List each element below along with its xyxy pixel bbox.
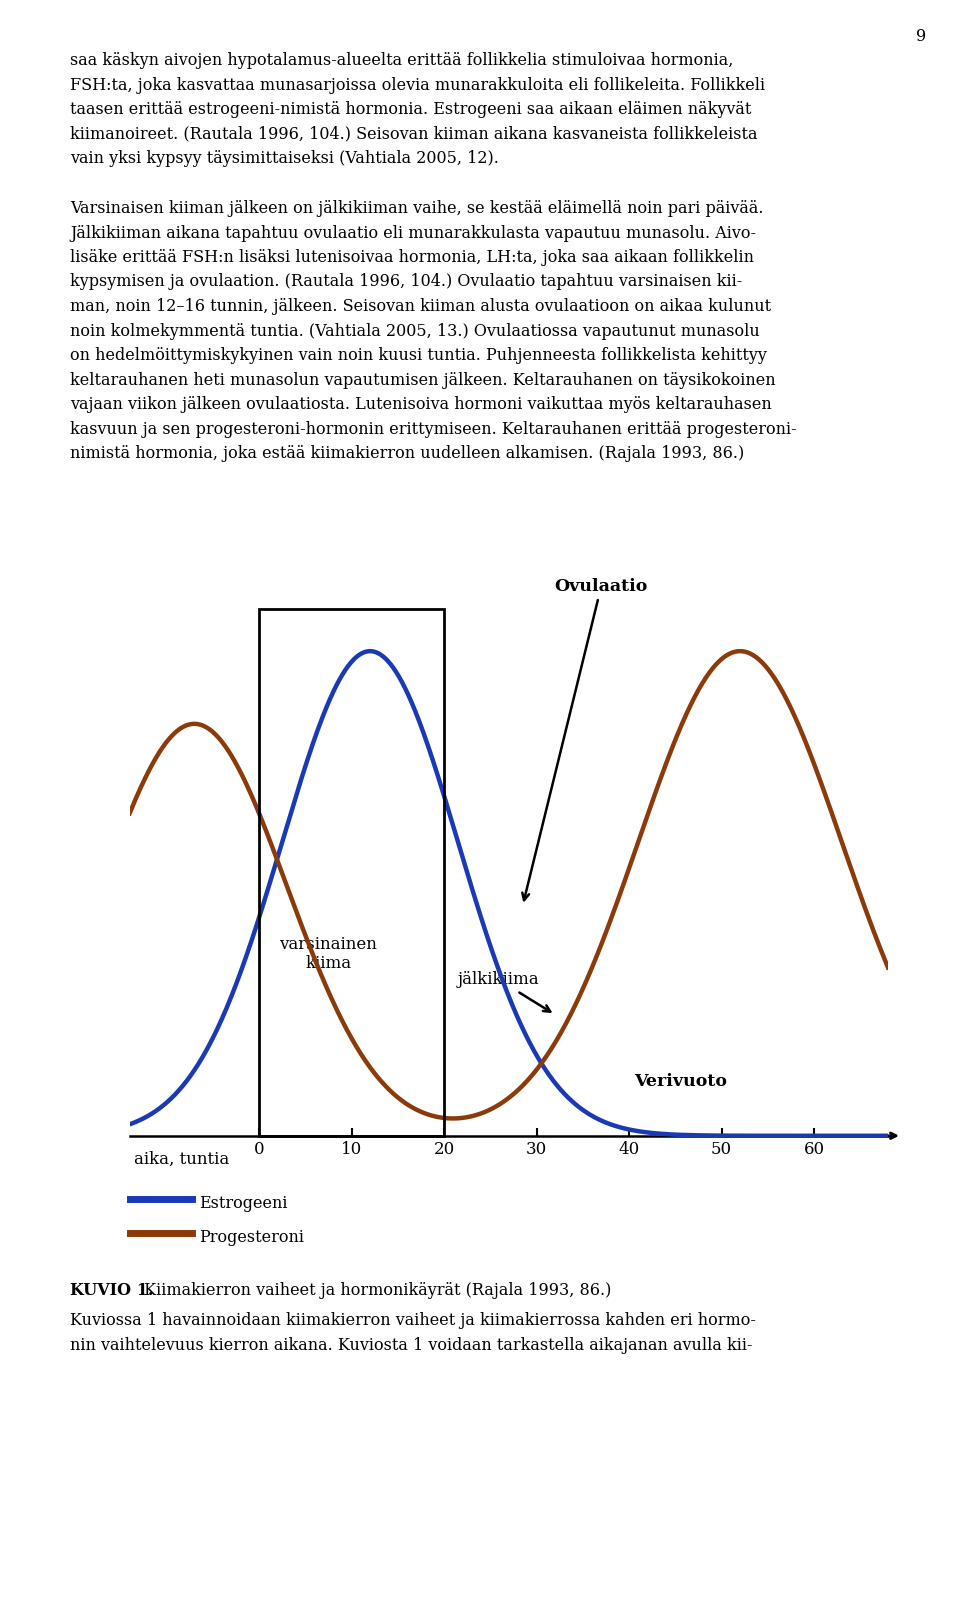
Text: Kuviossa 1 havainnoidaan kiimakierron vaiheet ja kiimakierrossa kahden eri hormo: Kuviossa 1 havainnoidaan kiimakierron va… — [70, 1311, 756, 1329]
Text: kypsymisen ja ovulaation. (Rautala 1996, 104.) Ovulaatio tapahtuu varsinaisen ki: kypsymisen ja ovulaation. (Rautala 1996,… — [70, 273, 742, 291]
Text: taasen erittää estrogeeni-nimistä hormonia. Estrogeeni saa aikaan eläimen näkyvä: taasen erittää estrogeeni-nimistä hormon… — [70, 100, 752, 118]
Text: varsinainen
kiima: varsinainen kiima — [279, 936, 377, 972]
Text: vain yksi kypsyy täysimittaiseksi (Vahtiala 2005, 12).: vain yksi kypsyy täysimittaiseksi (Vahti… — [70, 150, 499, 167]
Text: kiimanoireet. (Rautala 1996, 104.) Seisovan kiiman aikana kasvaneista follikkele: kiimanoireet. (Rautala 1996, 104.) Seiso… — [70, 126, 757, 142]
Text: noin kolmekymmentä tuntia. (Vahtiala 2005, 13.) Ovulaatiossa vapautunut munasolu: noin kolmekymmentä tuntia. (Vahtiala 200… — [70, 322, 759, 340]
Text: 9: 9 — [916, 27, 926, 45]
Text: nimistä hormonia, joka estää kiimakierron uudelleen alkamisen. (Rajala 1993, 86.: nimistä hormonia, joka estää kiimakierro… — [70, 445, 744, 462]
Text: Estrogeeni: Estrogeeni — [199, 1195, 287, 1213]
Text: Varsinaisen kiiman jälkeen on jälkikiiman vaihe, se kestää eläimellä noin pari p: Varsinaisen kiiman jälkeen on jälkikiima… — [70, 201, 763, 217]
Text: vajaan viikon jälkeen ovulaatiosta. Lutenisoiva hormoni vaikuttaa myös keltarauh: vajaan viikon jälkeen ovulaatiosta. Lute… — [70, 396, 772, 412]
Text: FSH:ta, joka kasvattaa munasarjoissa olevia munarakkuloita eli follikeleita. Fol: FSH:ta, joka kasvattaa munasarjoissa ole… — [70, 76, 765, 94]
Text: Kiimakierron vaiheet ja hormonikäyrät (Rajala 1993, 86.): Kiimakierron vaiheet ja hormonikäyrät (R… — [139, 1282, 612, 1298]
Bar — [259, 608, 444, 1135]
Text: keltarauhanen heti munasolun vapautumisen jälkeen. Keltarauhanen on täysikokoine: keltarauhanen heti munasolun vapautumise… — [70, 372, 776, 388]
Text: jälkikiima: jälkikiima — [458, 972, 550, 1012]
Text: lisäke erittää FSH:n lisäksi lutenisoivaa hormonia, LH:ta, joka saa aikaan folli: lisäke erittää FSH:n lisäksi lutenisoiva… — [70, 249, 755, 267]
Text: kasvuun ja sen progesteroni-hormonin erittymiseen. Keltarauhanen erittää progest: kasvuun ja sen progesteroni-hormonin eri… — [70, 420, 797, 438]
Text: Progesteroni: Progesteroni — [199, 1229, 303, 1247]
Text: saa käskyn aivojen hypotalamus-alueelta erittää follikkelia stimuloivaa hormonia: saa käskyn aivojen hypotalamus-alueelta … — [70, 52, 733, 70]
Text: Verivuoto: Verivuoto — [634, 1072, 727, 1090]
Text: on hedelmöittymiskykyinen vain noin kuusi tuntia. Puhjenneesta follikkelista keh: on hedelmöittymiskykyinen vain noin kuus… — [70, 348, 767, 364]
Text: nin vaihtelevuus kierron aikana. Kuviosta 1 voidaan tarkastella aikajanan avulla: nin vaihtelevuus kierron aikana. Kuviost… — [70, 1337, 753, 1353]
Text: Jälkikiiman aikana tapahtuu ovulaatio eli munarakkulasta vapautuu munasolu. Aivo: Jälkikiiman aikana tapahtuu ovulaatio el… — [70, 225, 756, 241]
Text: man, noin 12–16 tunnin, jälkeen. Seisovan kiiman alusta ovulaatioon on aikaa kul: man, noin 12–16 tunnin, jälkeen. Seisova… — [70, 298, 771, 315]
Text: aika, tuntia: aika, tuntia — [134, 1151, 229, 1167]
Text: Ovulaatio: Ovulaatio — [522, 577, 648, 901]
Text: KUVIO 1.: KUVIO 1. — [70, 1282, 154, 1298]
